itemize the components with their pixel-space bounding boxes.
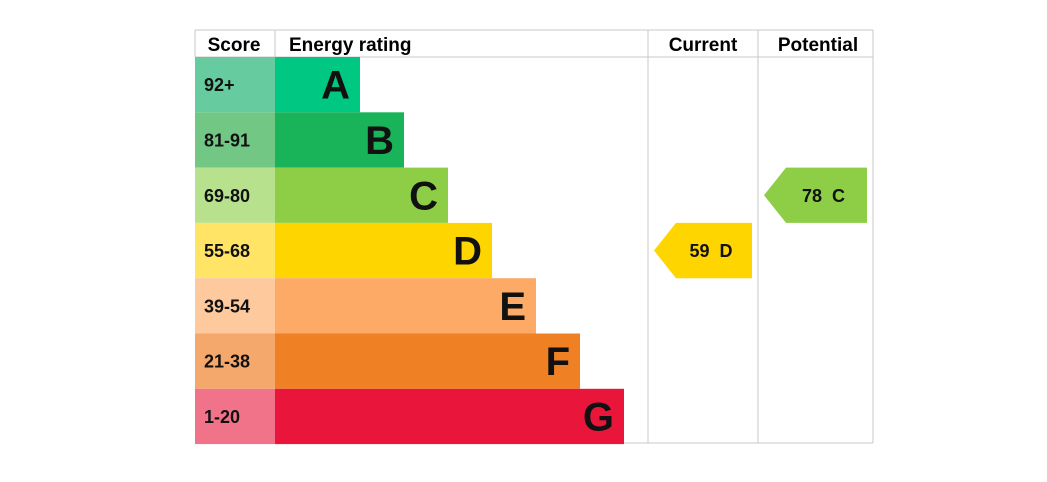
rating-row-c: 69-80 C (195, 167, 448, 223)
score-cell (195, 333, 275, 389)
score-cell (195, 278, 275, 334)
score-range-label: 81-91 (204, 130, 250, 150)
rating-row-b: 81-91 B (195, 112, 404, 168)
potential-rating-label: 78 C (802, 186, 845, 206)
header-score: Score (208, 35, 261, 56)
score-range-label: 1-20 (204, 407, 240, 427)
score-cell (195, 57, 275, 113)
score-range-label: 21-38 (204, 352, 250, 372)
score-range-label: 55-68 (204, 241, 250, 261)
score-cell (195, 167, 275, 223)
band-letter: G (583, 395, 614, 439)
band-letter: D (453, 230, 482, 274)
current-rating-arrow (654, 222, 752, 279)
potential-rating-arrow (764, 167, 867, 223)
band-letter: F (546, 340, 570, 384)
rating-indicators: 59 D 78 C (654, 167, 867, 279)
band-letter: E (499, 285, 526, 329)
rating-row-d: 55-68 D (195, 222, 492, 279)
band-letter: A (321, 64, 350, 108)
band-letter: C (409, 174, 438, 218)
rating-rows: 92+ A 81-91 B 69-80 C 55-68 D 39-54 E 21-38 F 1-20 G (195, 57, 624, 445)
score-range-label: 39-54 (204, 296, 250, 316)
band-bar-g (275, 388, 624, 445)
score-range-label: 92+ (204, 75, 235, 95)
band-bar-c (275, 167, 448, 223)
rating-row-e: 39-54 E (195, 278, 536, 334)
band-bar-a (275, 57, 360, 113)
header-energy-rating: Energy rating (289, 35, 411, 56)
band-bar-b (275, 112, 404, 168)
rating-row-a: 92+ A (195, 57, 360, 113)
score-cell (195, 112, 275, 168)
rating-row-g: 1-20 G (195, 388, 624, 445)
score-cell (195, 222, 275, 279)
potential-rating: 78 C (764, 167, 867, 223)
score-cell (195, 388, 275, 445)
header-potential: Potential (778, 35, 858, 56)
current-rating: 59 D (654, 222, 752, 279)
rating-row-f: 21-38 F (195, 333, 580, 389)
band-bar-d (275, 222, 492, 279)
current-rating-label: 59 D (689, 241, 732, 261)
score-range-label: 69-80 (204, 186, 250, 206)
band-bar-f (275, 333, 580, 389)
band-letter: B (365, 119, 394, 163)
band-bar-e (275, 278, 536, 334)
header-current: Current (669, 35, 738, 56)
